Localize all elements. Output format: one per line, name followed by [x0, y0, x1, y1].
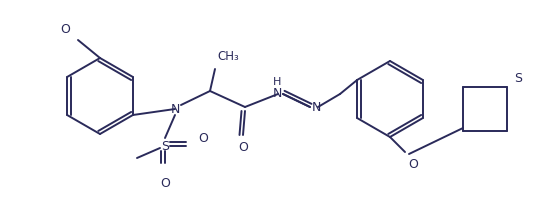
Text: O: O	[238, 141, 248, 154]
Text: O: O	[198, 132, 208, 145]
Text: N: N	[272, 87, 282, 100]
Text: S: S	[514, 72, 522, 85]
Text: N: N	[170, 103, 180, 116]
Text: S: S	[161, 140, 169, 153]
Text: CH₃: CH₃	[217, 50, 239, 63]
Text: O: O	[408, 157, 418, 170]
Text: O: O	[60, 23, 70, 36]
Text: O: O	[160, 176, 170, 189]
Text: H: H	[273, 77, 281, 86]
Text: N: N	[312, 101, 321, 114]
